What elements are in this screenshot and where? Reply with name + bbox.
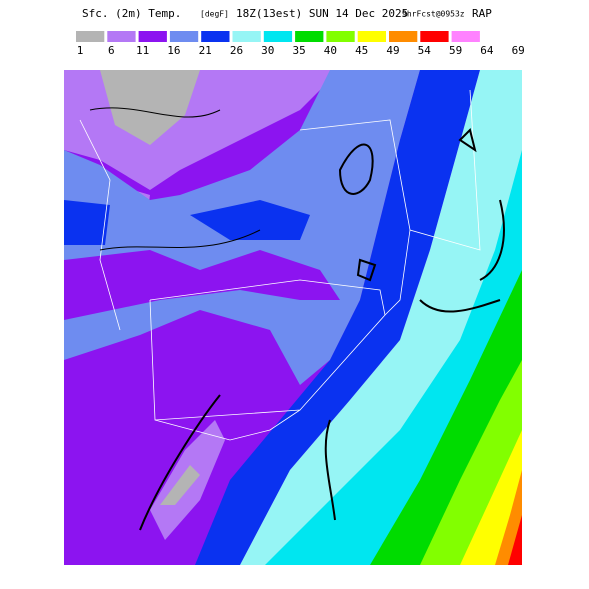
legend-swatch [420,31,449,42]
region [64,200,110,245]
map [64,70,522,565]
legend-label: 69 [512,44,525,57]
legend-swatch [263,31,293,42]
valid-time: 18Z(13est) SUN 14 Dec 2025 [236,7,408,20]
legend-swatch [232,31,261,42]
legend-label: 16 [167,44,180,57]
legend-label: 45 [355,44,368,57]
legend-label: 35 [292,44,305,57]
region [160,465,200,505]
region [190,200,310,240]
legend-swatch [169,31,199,42]
forecast: 9hrFcst@0953z [402,10,465,19]
region [508,515,522,565]
legend-swatch [76,31,105,42]
legend-label: 26 [230,44,243,57]
legend-swatch [107,31,136,42]
region [100,70,200,145]
legend-swatch [295,31,324,42]
legend-label: 40 [324,44,337,57]
title: Sfc. (2m) Temp. [82,7,181,20]
legend-label: 1 [77,44,84,57]
legend-label: 11 [136,44,149,57]
legend-label: 54 [418,44,432,57]
region [195,70,480,565]
legend-swatch [326,31,355,42]
legend-label: 49 [386,44,399,57]
legend: 1 6 11 16 21 26 30 35 40 45 49 54 59 64 69 [76,31,525,57]
legend-label: 59 [449,44,462,57]
model: RAP [472,7,492,20]
region [64,250,340,320]
legend-swatch [201,31,230,42]
legend-label: 6 [108,44,115,57]
units: [degF] [200,10,229,19]
legend-label: 30 [261,44,274,57]
boundaries [79,89,481,441]
legend-label: 64 [480,44,494,57]
legend-swatch [357,31,386,42]
contours [89,107,505,531]
legend-swatch [389,31,418,42]
legend-swatch [451,31,480,42]
legend-label: 21 [199,44,212,57]
legend-swatch [138,31,167,42]
